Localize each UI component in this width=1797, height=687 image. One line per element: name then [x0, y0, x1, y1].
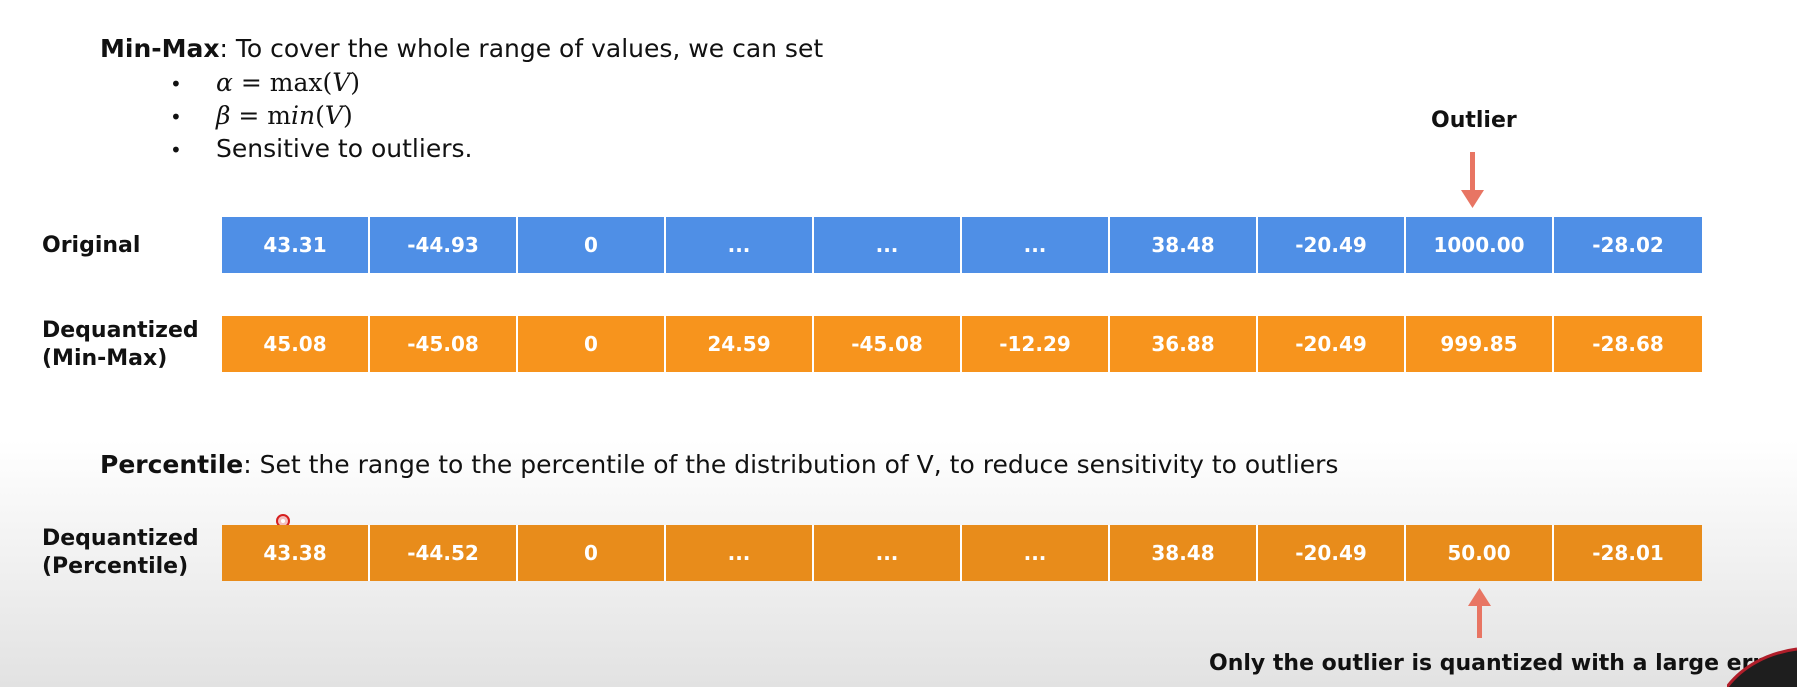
outlier-arrow-down-icon [1461, 190, 1484, 208]
error-arrow-up-icon [1468, 588, 1491, 606]
alpha-symbol: α [216, 68, 233, 97]
alpha-close: ) [350, 68, 361, 97]
outlier-label: Outlier [1431, 108, 1517, 133]
percentile-cell: ... [962, 525, 1110, 581]
beta-var: V [324, 101, 343, 130]
minmax-cell: 0 [518, 316, 666, 372]
original-cell: -28.02 [1554, 217, 1702, 273]
minmax-cell: -28.68 [1554, 316, 1702, 372]
percentile-cell: 50.00 [1406, 525, 1554, 581]
minmax-cell: 45.08 [222, 316, 370, 372]
original-cell: 43.31 [222, 217, 370, 273]
bullet-dot-3: • [170, 138, 182, 162]
percentile-cell: -28.01 [1554, 525, 1702, 581]
original-cell: -20.49 [1258, 217, 1406, 273]
beta-close: ) [342, 101, 353, 130]
original-cell: -44.93 [370, 217, 518, 273]
original-values-row: 43.31 -44.93 0 ... ... ... 38.48 -20.49 … [222, 217, 1702, 273]
beta-formula: β = min(V) [216, 101, 353, 130]
percentile-cell: 38.48 [1110, 525, 1258, 581]
minmax-cell: 24.59 [666, 316, 814, 372]
percentile-cell: ... [814, 525, 962, 581]
original-cell: 1000.00 [1406, 217, 1554, 273]
percentile-cell: -44.52 [370, 525, 518, 581]
beta-open: ( [315, 101, 325, 130]
minmax-cell: -45.08 [814, 316, 962, 372]
minmax-heading: Min-Max [100, 34, 220, 63]
bullet-dot-1: • [170, 72, 182, 96]
sensitivity-note: Sensitive to outliers. [216, 134, 473, 163]
outlier-arrow-shaft [1470, 152, 1475, 195]
beta-symbol: β [216, 101, 231, 130]
corner-decoration [1727, 647, 1797, 687]
minmax-cell: 36.88 [1110, 316, 1258, 372]
percentile-cell: 0 [518, 525, 666, 581]
row-label-minmax-line1: Dequantized [42, 318, 199, 343]
alpha-formula: α = max(V) [216, 68, 360, 97]
minmax-cell: -20.49 [1258, 316, 1406, 372]
percentile-cell: 43.38 [222, 525, 370, 581]
minmax-values-row: 45.08 -45.08 0 24.59 -45.08 -12.29 36.88… [222, 316, 1702, 372]
bullet-dot-2: • [170, 105, 182, 129]
percentile-cell: ... [666, 525, 814, 581]
percentile-cell: -20.49 [1258, 525, 1406, 581]
alpha-eq: = max( [232, 68, 333, 97]
row-label-percentile-line1: Dequantized [42, 526, 199, 551]
original-cell: ... [962, 217, 1110, 273]
percentile-values-row: 43.38 -44.52 0 ... ... ... 38.48 -20.49 … [222, 525, 1702, 581]
row-label-original: Original [42, 233, 141, 258]
minmax-cell: -12.29 [962, 316, 1110, 372]
original-cell: ... [666, 217, 814, 273]
percentile-heading: Percentile [100, 450, 244, 479]
row-label-percentile: Dequantized (Percentile) [42, 525, 199, 581]
percentile-heading-line: Percentile: Set the range to the percent… [100, 450, 1338, 479]
original-cell: 38.48 [1110, 217, 1258, 273]
beta-mid: in [291, 101, 316, 130]
alpha-var: V [332, 68, 351, 97]
original-cell: ... [814, 217, 962, 273]
cursor-marker-icon [276, 514, 290, 528]
percentile-description: : Set the range to the percentile of the… [243, 450, 1339, 479]
beta-eq: = m [230, 101, 291, 130]
row-label-minmax: Dequantized (Min-Max) [42, 317, 199, 373]
original-cell: 0 [518, 217, 666, 273]
minmax-heading-line: Min-Max: To cover the whole range of val… [100, 34, 823, 63]
row-label-minmax-line2: (Min-Max) [42, 346, 168, 371]
minmax-cell: -45.08 [370, 316, 518, 372]
minmax-cell: 999.85 [1406, 316, 1554, 372]
error-arrow-shaft [1477, 604, 1482, 638]
outlier-error-caption: Only the outlier is quantized with a lar… [1209, 651, 1790, 676]
row-label-percentile-line2: (Percentile) [42, 554, 189, 579]
minmax-description: : To cover the whole range of values, we… [219, 34, 824, 63]
